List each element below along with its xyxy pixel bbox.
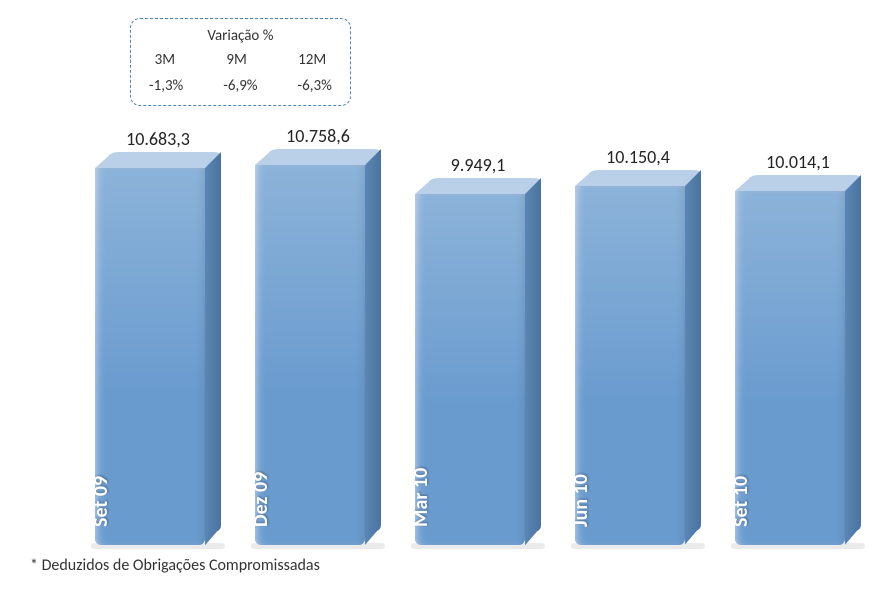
variation-value: -6,3%: [298, 77, 332, 95]
variation-period: 9M: [226, 51, 246, 69]
bar-side-face: [845, 175, 861, 545]
bar-top-face: [255, 149, 381, 165]
bar: Mar 10: [415, 194, 541, 545]
variation-periods-row: 3M 9M 12M: [149, 51, 332, 69]
variation-value: -6,9%: [223, 77, 257, 95]
bar-top-face: [415, 178, 541, 194]
bar-value-label: 10.150,4: [606, 146, 670, 168]
variation-period: 12M: [298, 51, 326, 69]
bar-top-face: [735, 175, 861, 191]
bar-category-label: Set 09: [89, 476, 113, 527]
variation-period: 3M: [155, 51, 175, 69]
bar-value-label: 10.758,6: [286, 125, 350, 147]
bar: Jun 10: [575, 186, 701, 545]
variation-value: -1,3%: [149, 77, 183, 95]
bar: Set 09: [95, 168, 221, 545]
bar-side-face: [365, 149, 381, 545]
bar-value-label: 10.014,1: [766, 151, 830, 173]
bar-chart: Variação % 3M 9M 12M -1,3% -6,9% -6,3% S…: [45, 0, 865, 555]
bar-side-face: [685, 170, 701, 545]
footnote: * Deduzidos de Obrigações Compromissadas: [30, 556, 320, 575]
bar: Set 10: [735, 191, 861, 545]
bar-value-label: 9.949,1: [451, 154, 506, 176]
bar-category-label: Mar 10: [409, 468, 433, 527]
bar-top-face: [95, 152, 221, 168]
bar: Dez 09: [255, 165, 381, 545]
bar-side-face: [525, 178, 541, 545]
bar-top-face: [575, 170, 701, 186]
variation-title: Variação %: [149, 27, 332, 45]
variation-box: Variação % 3M 9M 12M -1,3% -6,9% -6,3%: [130, 18, 351, 106]
bar-side-face: [205, 152, 221, 545]
variation-values-row: -1,3% -6,9% -6,3%: [149, 77, 332, 95]
bar-category-label: Dez 09: [249, 472, 273, 527]
bar-category-label: Set 10: [729, 476, 753, 527]
bar-value-label: 10.683,3: [126, 128, 190, 150]
bar-category-label: Jun 10: [569, 474, 593, 527]
